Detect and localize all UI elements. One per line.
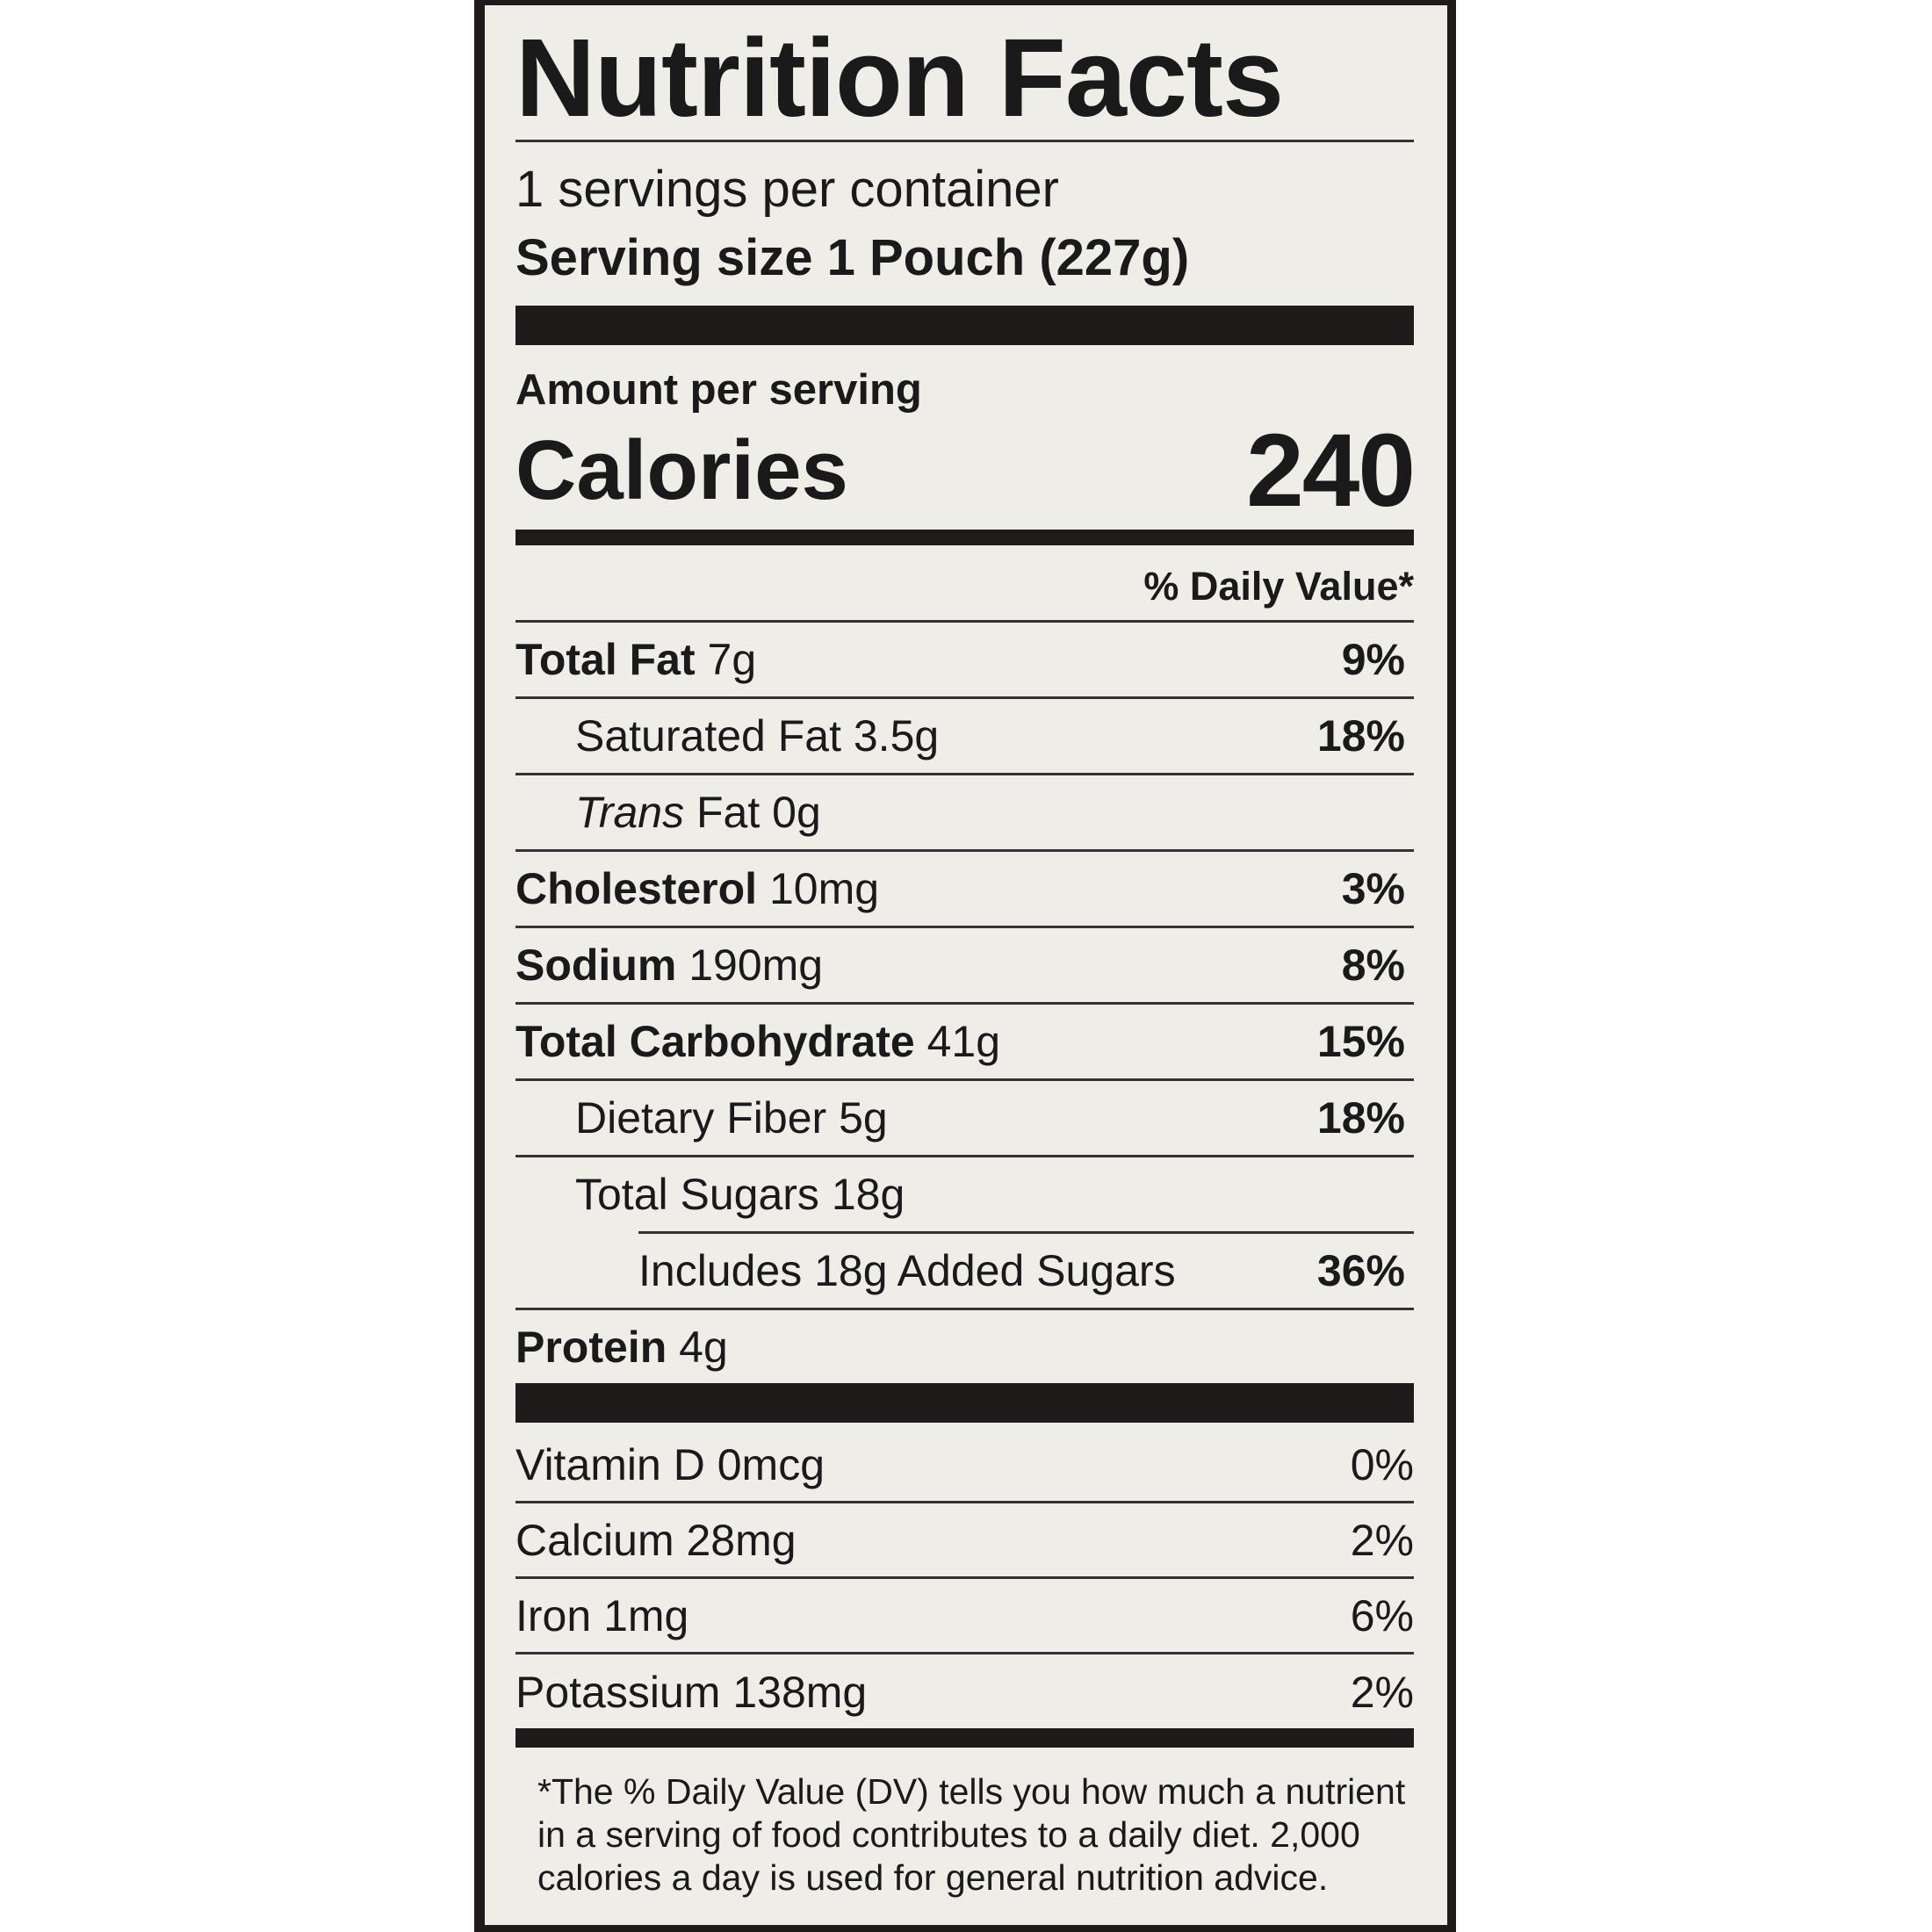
- nutrient-amount: 5g: [839, 1093, 888, 1143]
- thick-divider: [515, 306, 1414, 345]
- vitamin-dv: 2%: [1350, 1668, 1414, 1717]
- amount-per-serving: Amount per serving: [515, 366, 922, 414]
- calories-row: Calories 240: [515, 413, 1416, 529]
- vitamin-list: Vitamin D 0mcg 0% Calcium 28mg 2% Iron 1mg…: [515, 1428, 1414, 1730]
- nutrient-row-total-sugars: Total Sugars 18g: [515, 1155, 1414, 1231]
- nutrient-list: Total Fat 7g 9% Saturated Fat 3.5g 18% Tra…: [515, 620, 1414, 1384]
- serving-size: Serving size 1 Pouch (227g): [515, 230, 1414, 286]
- servings-per-container: 1 servings per container: [515, 161, 1059, 218]
- thick-divider: [515, 1383, 1414, 1423]
- medium-divider: [515, 1728, 1414, 1748]
- nutrient-name: Total Carbohydrate: [515, 1017, 915, 1066]
- nutrient-row-total-carbohydrate: Total Carbohydrate 41g 15%: [515, 1002, 1414, 1078]
- nutrient-amount: 3.5g: [853, 711, 940, 761]
- vitamin-row-vitamin-d: Vitamin D 0mcg 0%: [515, 1428, 1414, 1503]
- divider: [515, 140, 1414, 142]
- nutrient-amount: 7g: [707, 635, 757, 684]
- nutrient-amount: 41g: [926, 1017, 1001, 1066]
- vitamin-name: Calcium: [515, 1515, 674, 1565]
- vitamin-row-iron: Iron 1mg 6%: [515, 1579, 1414, 1654]
- nutrient-amount: 4g: [679, 1323, 728, 1372]
- vitamin-amount: 1mg: [603, 1590, 689, 1640]
- label-title: Nutrition Facts: [515, 16, 1284, 140]
- serving-size-label: Serving size: [515, 229, 813, 286]
- nutrient-name: Trans: [575, 788, 685, 837]
- nutrient-dv: 8%: [1341, 941, 1405, 990]
- nutrient-row-saturated-fat: Saturated Fat 3.5g 18%: [515, 696, 1414, 773]
- nutrient-amount: 0g: [772, 788, 821, 837]
- nutrient-dv: 3%: [1341, 864, 1405, 913]
- nutrient-name-suffix: Fat: [696, 788, 761, 837]
- nutrient-dv: 18%: [1316, 711, 1405, 761]
- nutrient-dv: 15%: [1316, 1017, 1405, 1066]
- nutrient-row-cholesterol: Cholesterol 10mg 3%: [515, 849, 1414, 926]
- nutrient-row-sodium: Sodium 190mg 8%: [515, 926, 1414, 1002]
- medium-divider: [515, 530, 1414, 545]
- nutrient-row-trans-fat: Trans Fat 0g: [515, 773, 1414, 849]
- vitamin-row-potassium: Potassium 138mg 2%: [515, 1654, 1414, 1730]
- vitamin-dv: 0%: [1350, 1439, 1414, 1489]
- nutrient-row-total-fat: Total Fat 7g 9%: [515, 620, 1414, 696]
- vitamin-name: Vitamin D: [515, 1439, 705, 1489]
- calories-label: Calories: [515, 423, 848, 517]
- nutrient-name: Total Fat: [515, 635, 696, 684]
- nutrient-row-dietary-fiber: Dietary Fiber 5g 18%: [515, 1078, 1414, 1155]
- nutrient-name: Protein: [515, 1323, 667, 1372]
- nutrient-name: Dietary Fiber: [575, 1093, 827, 1143]
- vitamin-dv: 2%: [1350, 1515, 1414, 1565]
- nutrient-amount: 190mg: [688, 941, 824, 990]
- nutrient-row-protein: Protein 4g: [515, 1308, 1414, 1384]
- nutrient-name: Sodium: [515, 941, 677, 990]
- vitamin-name: Potassium: [515, 1668, 721, 1717]
- nutrient-name: Cholesterol: [515, 864, 758, 913]
- vitamin-name: Iron: [515, 1590, 592, 1640]
- nutrient-amount: 10mg: [768, 864, 880, 913]
- nutrient-dv: 18%: [1316, 1093, 1405, 1143]
- serving-size-value: 1 Pouch (227g): [826, 229, 1190, 286]
- vitamin-amount: 0mcg: [717, 1439, 825, 1489]
- vitamin-amount: 28mg: [686, 1515, 797, 1565]
- vitamin-dv: 6%: [1350, 1590, 1414, 1640]
- nutrient-dv: 36%: [1316, 1246, 1405, 1295]
- nutrient-row-added-sugars: Includes 18g Added Sugars 36%: [638, 1231, 1414, 1308]
- vitamin-row-calcium: Calcium 28mg 2%: [515, 1503, 1414, 1579]
- nutrition-label: Nutrition Facts 1 servings per container…: [474, 0, 1456, 1932]
- nutrient-name: Includes 18g Added Sugars: [638, 1246, 1176, 1295]
- nutrient-amount: 18g: [831, 1170, 905, 1219]
- vitamin-amount: 138mg: [732, 1668, 868, 1717]
- nutrient-dv: 9%: [1341, 635, 1405, 684]
- daily-value-header: % Daily Value*: [1143, 564, 1414, 609]
- nutrient-name: Total Sugars: [575, 1170, 819, 1219]
- calories-value: 240: [1246, 413, 1416, 529]
- nutrient-name: Saturated Fat: [575, 711, 841, 761]
- footnote: *The % Daily Value (DV) tells you how mu…: [537, 1771, 1406, 1898]
- label-panel: Nutrition Facts 1 servings per container…: [485, 5, 1447, 1925]
